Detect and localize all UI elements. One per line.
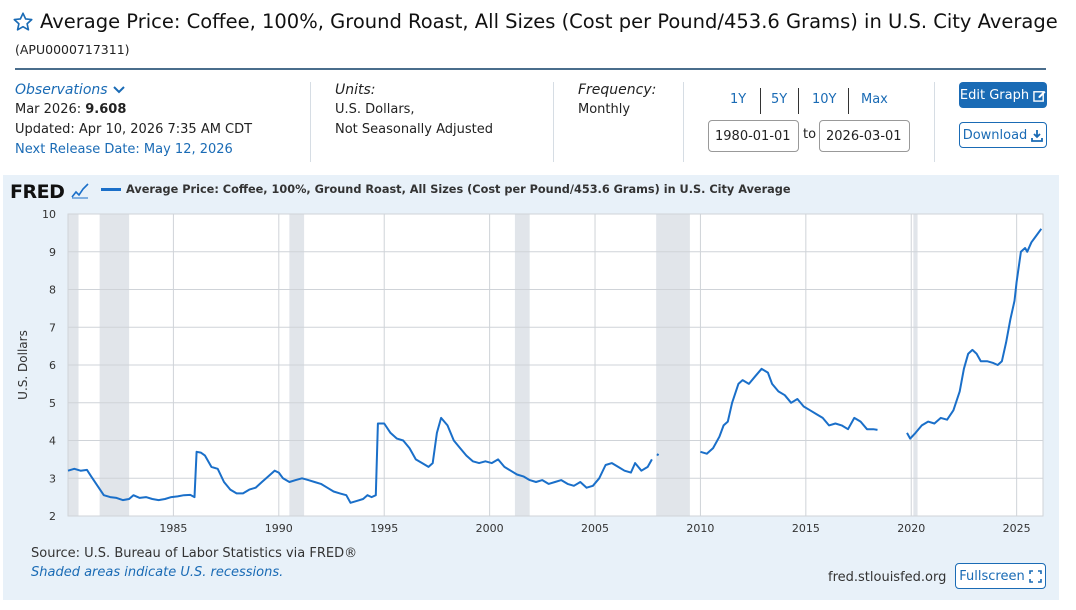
frequency-heading: Frequency: bbox=[578, 82, 657, 98]
divider bbox=[683, 82, 684, 162]
divider bbox=[310, 82, 311, 162]
x-tick-label: 1985 bbox=[159, 522, 187, 535]
y-tick-label: 4 bbox=[49, 435, 56, 448]
x-tick-label: 2000 bbox=[476, 522, 504, 535]
units-heading: Units: bbox=[335, 82, 376, 98]
start-date-input[interactable] bbox=[708, 120, 799, 152]
divider bbox=[553, 82, 554, 162]
fred-logo: FRED bbox=[10, 181, 89, 203]
y-tick-label: 6 bbox=[49, 359, 56, 372]
range-max-button[interactable]: Max bbox=[861, 92, 888, 107]
observations-heading: Observations bbox=[15, 82, 108, 98]
range-5y-button[interactable]: 5Y bbox=[771, 92, 788, 107]
chart-logo-icon bbox=[70, 183, 89, 199]
series-line bbox=[700, 367, 878, 455]
range-1y-button[interactable]: 1Y bbox=[730, 92, 747, 107]
units-panel: Units: U.S. Dollars, Not Seasonally Adju… bbox=[335, 80, 493, 140]
source-note: Source: U.S. Bureau of Labor Statistics … bbox=[31, 546, 358, 561]
y-tick-label: 7 bbox=[49, 321, 56, 334]
x-tick-label: 2015 bbox=[792, 522, 820, 535]
observation-date: Mar 2026: bbox=[15, 102, 82, 117]
x-tick-label: 1990 bbox=[265, 522, 293, 535]
end-date-input[interactable] bbox=[819, 120, 910, 152]
title-row: Average Price: Coffee, 100%, Ground Roas… bbox=[12, 10, 1058, 33]
download-label: Download bbox=[962, 127, 1028, 143]
page-title: Average Price: Coffee, 100%, Ground Roas… bbox=[40, 10, 1058, 33]
y-tick-label: 8 bbox=[49, 284, 56, 297]
chart-legend: Average Price: Coffee, 100%, Ground Roas… bbox=[101, 183, 791, 196]
frequency-panel: Frequency: Monthly bbox=[578, 80, 656, 120]
observation-value: 9.608 bbox=[85, 102, 127, 117]
divider bbox=[934, 82, 935, 162]
download-button[interactable]: Download bbox=[959, 122, 1047, 148]
series-line bbox=[906, 228, 1043, 440]
x-tick-label: 2010 bbox=[686, 522, 714, 535]
y-tick-label: 9 bbox=[49, 246, 56, 259]
frequency-value: Monthly bbox=[578, 102, 631, 117]
x-tick-label: 2025 bbox=[1003, 522, 1031, 535]
range-separator bbox=[760, 88, 761, 114]
edit-graph-button[interactable]: Edit Graph bbox=[959, 82, 1047, 108]
chevron-down-icon bbox=[112, 86, 125, 94]
observation-line: Mar 2026: 9.608 bbox=[15, 100, 252, 120]
series-id: (APU0000717311) bbox=[15, 42, 130, 57]
plot-border bbox=[67, 213, 1044, 517]
units-line2: Not Seasonally Adjusted bbox=[335, 122, 493, 137]
y-axis-label: U.S. Dollars bbox=[16, 330, 30, 400]
edit-graph-label: Edit Graph bbox=[959, 87, 1030, 103]
range-10y-button[interactable]: 10Y bbox=[812, 92, 837, 107]
star-icon[interactable] bbox=[12, 11, 34, 33]
y-tick-label: 2 bbox=[49, 510, 56, 523]
y-tick-label: 5 bbox=[49, 397, 56, 410]
legend-label: Average Price: Coffee, 100%, Ground Roas… bbox=[126, 183, 791, 196]
to-label: to bbox=[803, 127, 817, 142]
download-icon bbox=[1031, 129, 1044, 142]
fullscreen-button[interactable]: Fullscreen bbox=[955, 563, 1046, 589]
observations-dropdown[interactable]: Observations bbox=[15, 80, 252, 100]
next-release-link[interactable]: Next Release Date: May 12, 2026 bbox=[15, 142, 233, 157]
header-divider bbox=[15, 68, 1046, 70]
series-line bbox=[67, 416, 653, 504]
fred-logo-text: FRED bbox=[10, 181, 65, 203]
x-tick-label: 2020 bbox=[897, 522, 925, 535]
fred-url: fred.stlouisfed.org bbox=[828, 570, 947, 585]
edit-icon bbox=[1033, 90, 1046, 102]
units-line1: U.S. Dollars, bbox=[335, 102, 415, 117]
x-tick-label: 1995 bbox=[370, 522, 398, 535]
series-line bbox=[656, 453, 660, 457]
range-separator bbox=[848, 88, 849, 114]
updated-text: Updated: Apr 10, 2026 7:35 AM CDT bbox=[15, 122, 253, 137]
x-tick-label: 2005 bbox=[581, 522, 609, 535]
legend-swatch bbox=[101, 188, 121, 191]
range-separator bbox=[798, 88, 799, 114]
recession-note: Shaded areas indicate U.S. recessions. bbox=[31, 565, 284, 580]
observations-panel: Observations Mar 2026: 9.608 Updated: Ap… bbox=[15, 80, 252, 160]
fullscreen-icon bbox=[1028, 569, 1042, 583]
y-tick-label: 3 bbox=[49, 472, 56, 485]
fullscreen-label: Fullscreen bbox=[959, 568, 1025, 584]
y-tick-label: 10 bbox=[42, 208, 56, 221]
